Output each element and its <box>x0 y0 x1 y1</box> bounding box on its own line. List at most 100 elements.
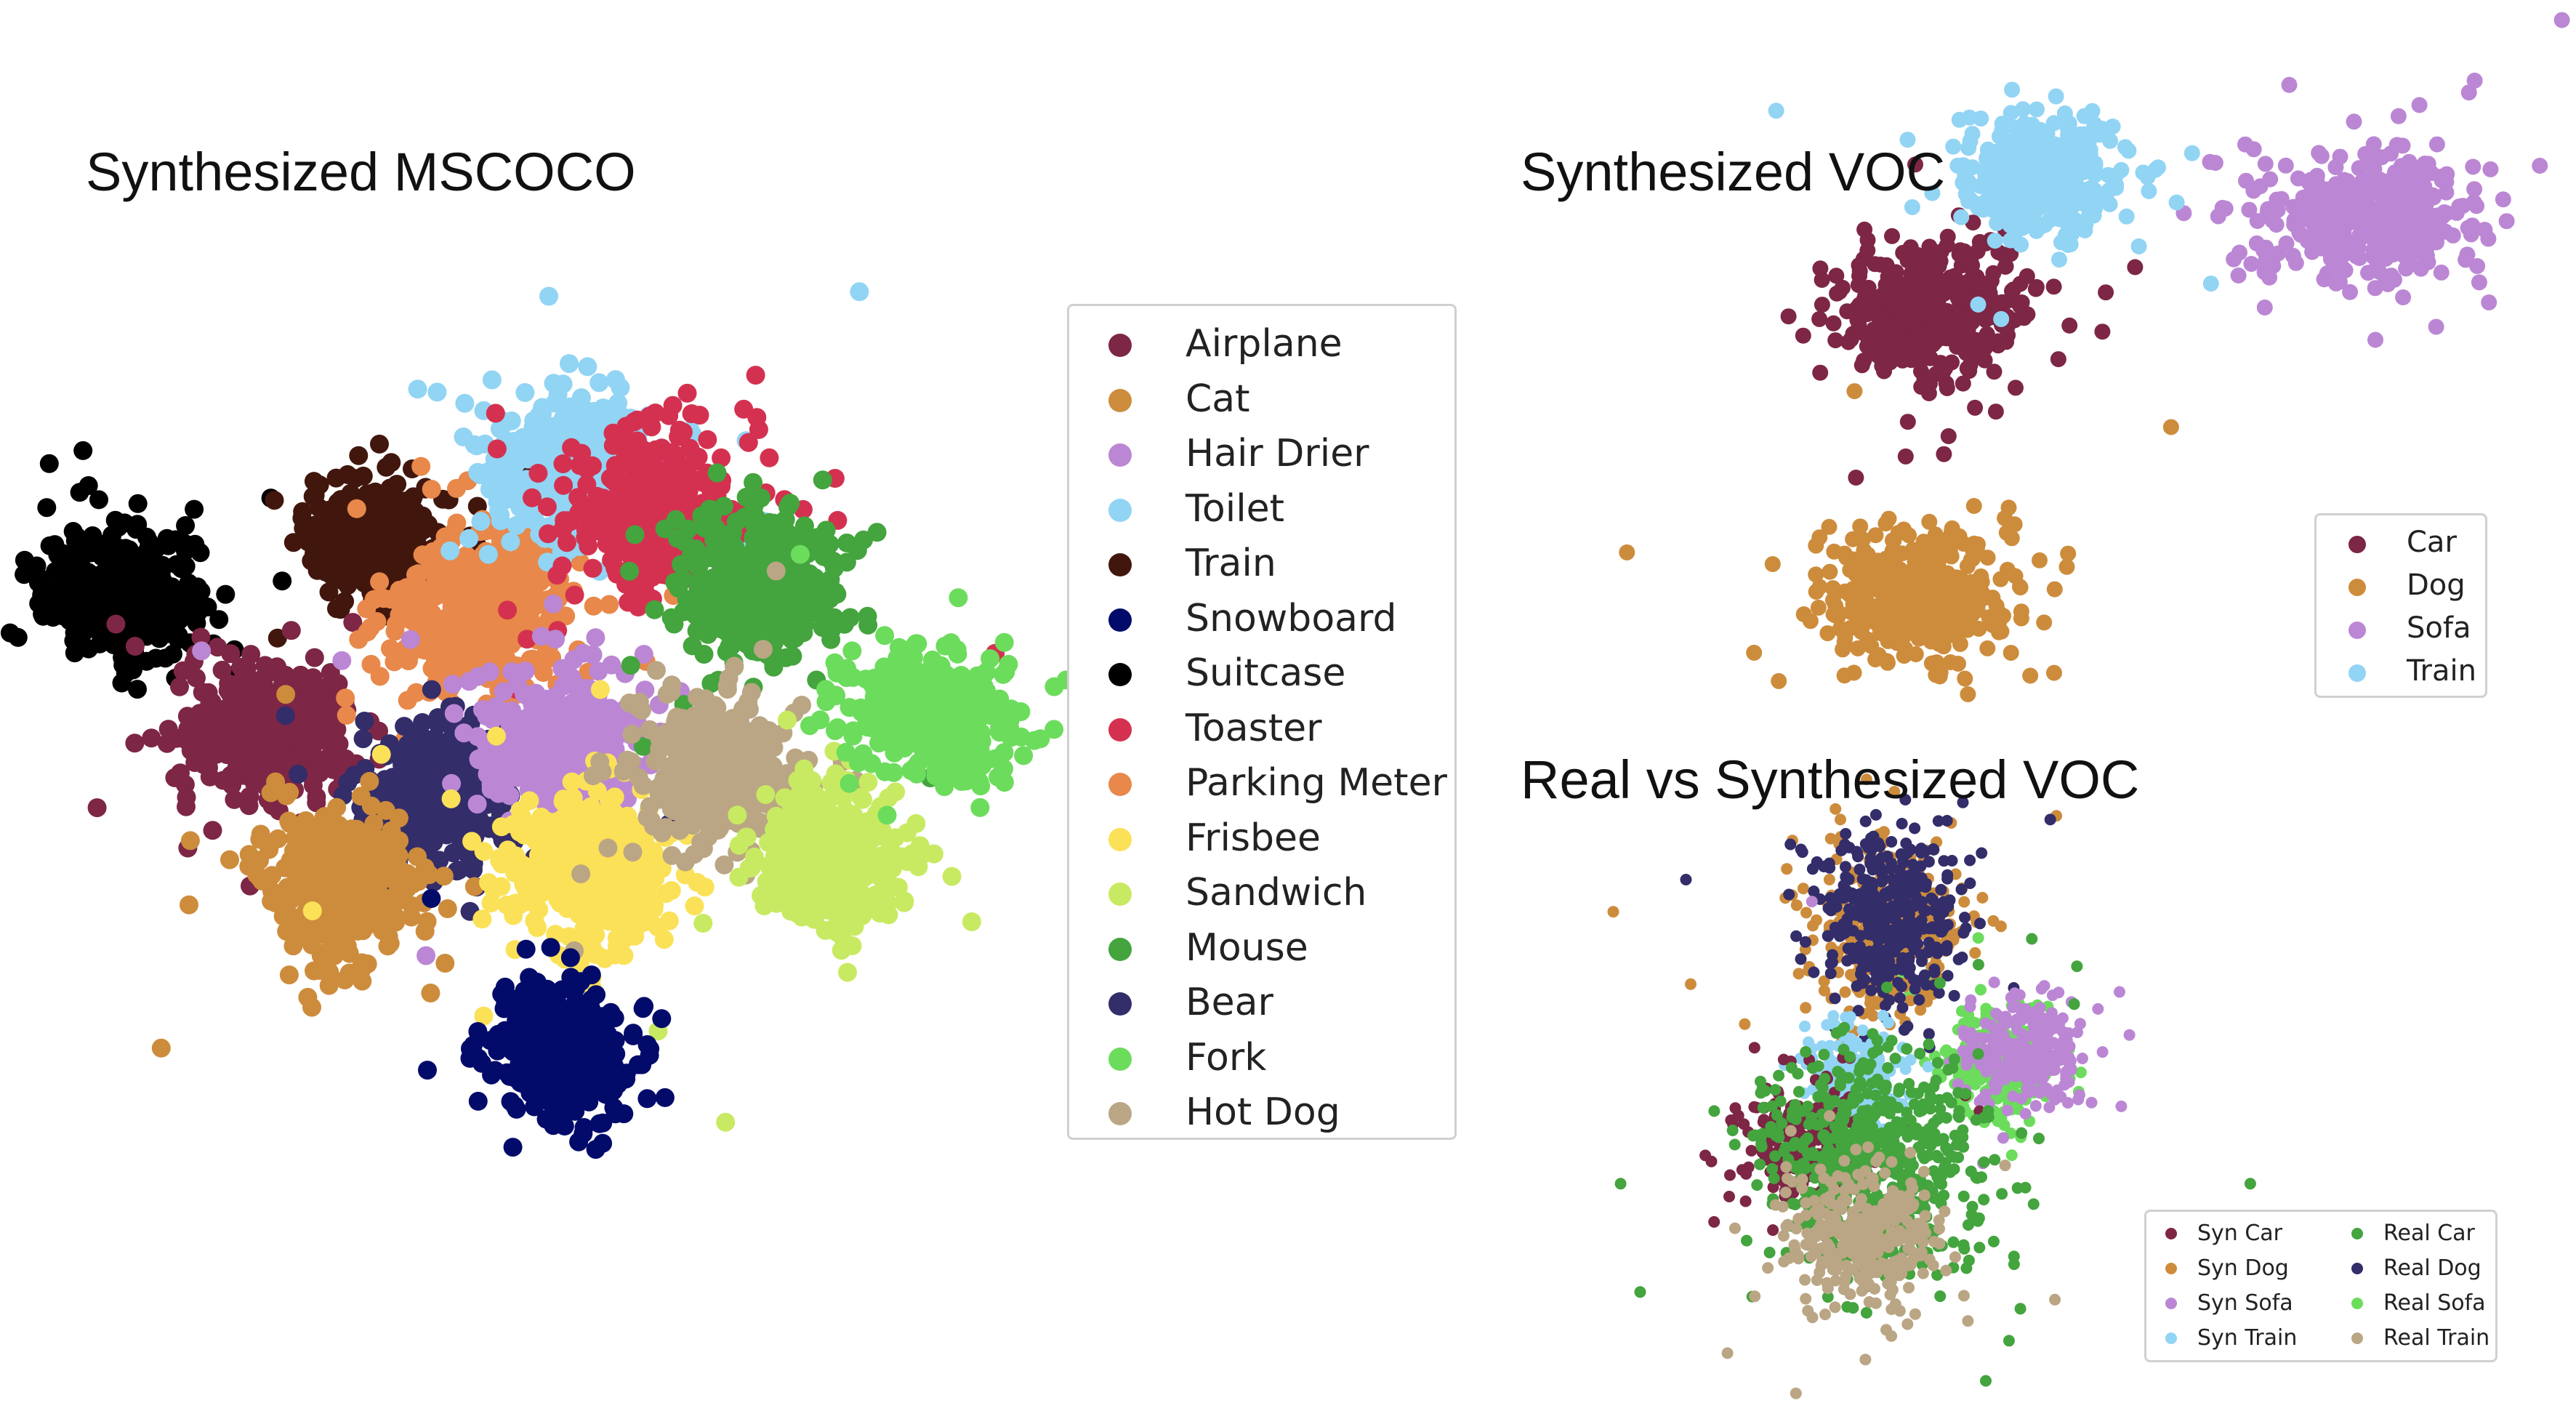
point-suitcase <box>167 601 187 621</box>
point-cat <box>315 822 335 842</box>
point-mouse <box>673 569 693 589</box>
point-suitcase <box>128 515 148 534</box>
point-toaster <box>690 406 709 425</box>
point-toaster <box>565 585 584 605</box>
point-train <box>403 490 422 510</box>
point-frisbee <box>565 839 584 859</box>
point-cat <box>279 965 299 985</box>
point-mouse <box>621 656 640 675</box>
point-parking-meter <box>398 691 417 710</box>
point-frisbee <box>605 818 624 837</box>
point-suitcase <box>133 587 153 606</box>
point-suitcase <box>71 610 91 630</box>
point-suitcase <box>62 545 81 565</box>
point-cat <box>276 685 296 704</box>
point-frisbee <box>613 894 632 914</box>
point-airplane <box>305 679 324 699</box>
point-cat <box>360 771 379 791</box>
point-cat <box>251 824 270 844</box>
point-cat <box>332 851 352 870</box>
point-airplane <box>237 659 257 678</box>
point-toaster <box>487 439 507 459</box>
point-suitcase <box>108 518 128 537</box>
point-train <box>328 493 347 512</box>
point-sandwich <box>858 773 878 792</box>
point-frisbee <box>474 842 494 861</box>
point-toaster <box>615 496 635 515</box>
point-mouse <box>792 616 811 636</box>
point-suitcase <box>185 499 204 519</box>
point-sandwich <box>838 962 857 982</box>
point-bear <box>338 773 358 792</box>
point-train <box>377 457 396 477</box>
point-cat <box>347 821 366 840</box>
point-toaster <box>639 547 659 567</box>
point-cat <box>273 907 293 926</box>
point-suitcase <box>140 550 160 569</box>
point-hot-dog <box>753 640 773 659</box>
point-frisbee <box>605 945 625 965</box>
point-frisbee <box>525 911 544 930</box>
point-suitcase <box>39 454 59 473</box>
point-toilet <box>553 374 573 394</box>
point-hair-drier <box>526 759 546 779</box>
point-frisbee <box>594 872 613 892</box>
point-suitcase <box>166 555 186 574</box>
point-toaster <box>677 383 697 403</box>
point-airplane <box>211 724 230 743</box>
point-hot-dog <box>680 787 700 805</box>
point-suitcase <box>27 556 47 576</box>
point-hot-dog <box>765 764 785 784</box>
point-hot-dog <box>657 685 677 704</box>
point-hair-drier <box>416 946 436 965</box>
point-toaster <box>760 448 779 467</box>
point-frisbee <box>526 886 545 906</box>
point-cat <box>276 786 296 805</box>
point-parking-meter <box>361 654 381 674</box>
point-airplane <box>177 787 196 807</box>
point-hot-dog <box>637 808 657 827</box>
point-airplane <box>256 736 275 755</box>
point-toaster <box>587 521 606 541</box>
point-airplane <box>165 768 185 787</box>
point-parking-meter <box>497 574 517 594</box>
point-mouse <box>625 525 645 544</box>
point-hair-drier <box>552 717 571 737</box>
point-parking-meter <box>349 630 369 649</box>
point-parking-meter <box>515 598 534 617</box>
point-suitcase <box>175 534 195 553</box>
point-frisbee <box>498 840 518 860</box>
point-hot-dog <box>661 791 681 811</box>
point-mouse <box>730 611 749 630</box>
point-cat <box>247 865 267 885</box>
point-sandwich <box>693 914 713 933</box>
point-airplane <box>106 614 126 634</box>
point-mouse <box>802 592 822 611</box>
point-hair-drier <box>573 714 592 733</box>
point-hot-dog <box>705 755 725 773</box>
point-toaster <box>651 442 669 462</box>
point-toaster <box>587 486 607 506</box>
point-sandwich <box>942 867 962 886</box>
point-airplane <box>166 728 186 748</box>
point-suitcase <box>92 547 112 566</box>
point-parking-meter <box>435 646 454 665</box>
point-suitcase <box>79 476 98 495</box>
point-mouse <box>699 582 718 601</box>
point-cat <box>151 1038 171 1058</box>
point-hot-dog <box>691 832 711 852</box>
point-toilet <box>455 393 475 413</box>
point-hot-dog <box>647 661 666 680</box>
point-train <box>338 465 358 484</box>
point-parking-meter <box>447 513 467 533</box>
point-parking-meter <box>337 705 356 725</box>
point-airplane <box>317 731 337 750</box>
point-airplane <box>125 733 145 753</box>
point-hot-dog <box>571 864 591 884</box>
point-suitcase <box>216 584 236 604</box>
point-frisbee <box>582 938 602 957</box>
point-frisbee <box>371 744 391 764</box>
point-mouse <box>675 532 694 552</box>
point-toilet <box>501 532 520 552</box>
